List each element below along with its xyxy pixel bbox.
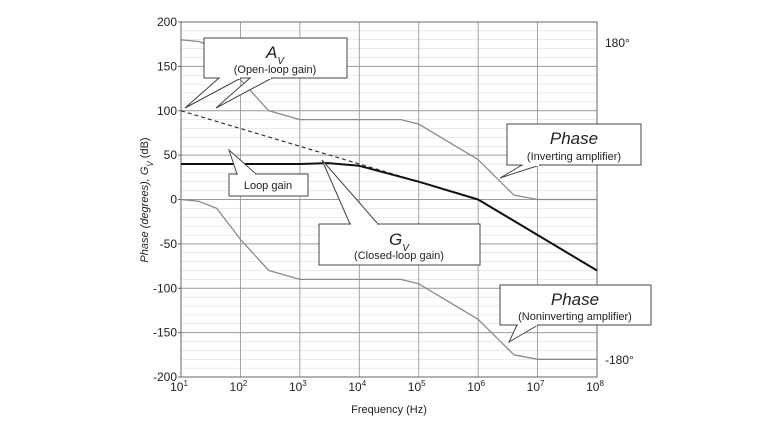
callout-box xyxy=(228,173,309,197)
x-tick-labels: 101 102 103 104 105 106 107 108 xyxy=(170,379,604,394)
av-symbol-letter: A xyxy=(265,43,277,62)
callout-open-loop-gain: AV (Open-loop gain) xyxy=(184,37,348,109)
av-symbol-sub: V xyxy=(277,56,285,67)
x-tick-label: 103 xyxy=(289,379,307,394)
callout-box xyxy=(203,37,348,79)
callout-closed-loop-gain: GV (Closed-loop gain) xyxy=(318,159,481,266)
y-tick-label: 50 xyxy=(164,148,178,162)
y-axis-label-sub: V xyxy=(146,161,155,167)
y-tick-label: -100 xyxy=(153,281,177,295)
phase-inverting-title: Phase xyxy=(550,129,598,148)
av-description: (Open-loop gain) xyxy=(234,64,317,76)
x-tick-label: 102 xyxy=(230,379,248,394)
phase-noninverting-title: Phase xyxy=(551,290,599,309)
y-tick-label: -50 xyxy=(160,237,178,251)
x-tick-label: 104 xyxy=(348,379,366,394)
y-tick-label: 0 xyxy=(170,193,177,207)
y-axis-label-unit: (dB) xyxy=(139,137,151,161)
callout-box xyxy=(318,223,481,266)
series-line-phase-noninverting xyxy=(180,198,597,360)
callout-phase-noninverting: Phase (Noninverting amplifier) xyxy=(499,284,652,344)
series-line-closed-loop-gain xyxy=(181,162,598,272)
callout-box xyxy=(506,123,642,166)
gv-description: (Closed-loop gain) xyxy=(354,250,444,262)
av-symbol: AV xyxy=(265,43,285,67)
phase-inverting-description: (Inverting amplifier) xyxy=(527,151,621,163)
x-tick-label: 101 xyxy=(170,379,188,394)
y-tick-label: 200 xyxy=(157,15,177,29)
y-tick-label: 150 xyxy=(157,59,177,73)
x-tick-label: 108 xyxy=(586,379,604,394)
x-tick-label: 105 xyxy=(408,379,426,394)
right-label-minus-180: -180° xyxy=(605,353,634,367)
x-tick-label: 106 xyxy=(467,379,485,394)
y-tick-labels: 200 150 100 50 0 -50 -100 -150 -200 xyxy=(153,15,181,384)
y-axis-label: Phase (degrees), GV (dB) xyxy=(139,137,155,262)
callout-box xyxy=(499,284,652,326)
callout-loop-gain: Loop gain xyxy=(227,148,309,197)
callout-phase-inverting: Phase (Inverting amplifier) xyxy=(499,123,642,179)
phase-noninverting-description: (Noninverting amplifier) xyxy=(518,311,632,323)
gv-symbol-sub: V xyxy=(402,243,410,254)
y-tick-label: -200 xyxy=(153,370,177,384)
y-axis-label-phase: Phase (degrees), xyxy=(139,175,151,262)
gv-symbol-letter: G xyxy=(389,230,402,249)
y-axis-label-g: G xyxy=(139,166,151,175)
x-axis-label: Frequency (Hz) xyxy=(351,404,427,416)
loop-gain-label: Loop gain xyxy=(244,180,292,192)
x-tick-label: 107 xyxy=(527,379,545,394)
y-tick-label: 100 xyxy=(157,104,177,118)
gv-symbol: GV xyxy=(389,230,410,254)
y-tick-label: -150 xyxy=(153,326,177,340)
right-label-180: 180° xyxy=(605,36,630,50)
